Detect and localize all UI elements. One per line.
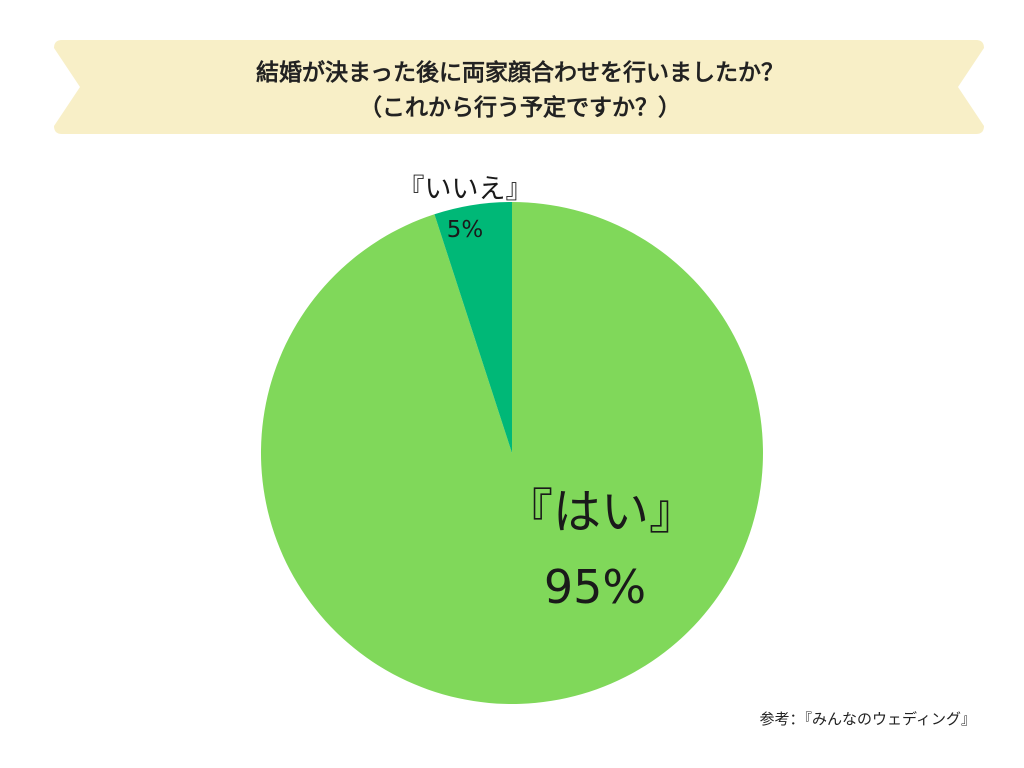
slice-label-no: 『いいえ』 bbox=[397, 174, 533, 205]
slice-value-no: 5% bbox=[446, 217, 484, 243]
slice-label-yes: 『はい』 bbox=[505, 484, 698, 540]
chart-title-line-1: 結婚が決まった後に両家顔合わせを行いましたか？ bbox=[255, 60, 785, 86]
pie-slice-yes bbox=[260, 202, 763, 705]
source-note: 参考：『みんなのウェディング』 bbox=[759, 710, 976, 728]
slice-value-yes: 95% bbox=[543, 560, 647, 614]
title-banner-shape bbox=[54, 40, 984, 134]
pie-slice-no bbox=[434, 202, 512, 453]
pie-slices bbox=[260, 202, 763, 705]
chart-title-line-2: （これから行う予定ですか？） bbox=[359, 95, 681, 121]
